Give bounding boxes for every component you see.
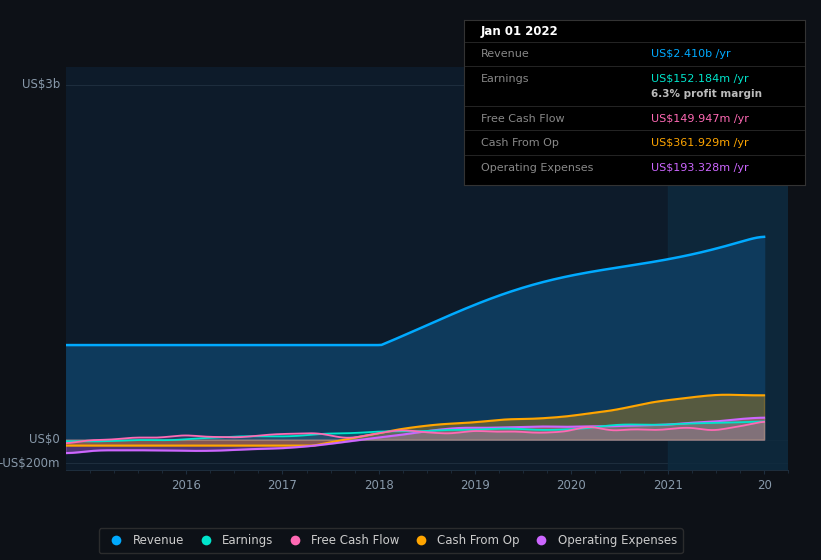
Legend: Revenue, Earnings, Free Cash Flow, Cash From Op, Operating Expenses: Revenue, Earnings, Free Cash Flow, Cash …: [99, 529, 683, 553]
Bar: [667, 67, 793, 470]
Text: US$149.947m /yr: US$149.947m /yr: [651, 114, 749, 124]
Text: US$152.184m /yr: US$152.184m /yr: [651, 74, 749, 84]
Text: Jan 01 2022: Jan 01 2022: [481, 25, 558, 38]
Text: Operating Expenses: Operating Expenses: [481, 164, 594, 173]
Text: Earnings: Earnings: [481, 74, 530, 84]
Text: US$2.410b /yr: US$2.410b /yr: [651, 49, 731, 59]
Text: US$193.328m /yr: US$193.328m /yr: [651, 164, 749, 173]
Text: Revenue: Revenue: [481, 49, 530, 59]
Text: 6.3% profit margin: 6.3% profit margin: [651, 89, 762, 99]
Text: Free Cash Flow: Free Cash Flow: [481, 114, 565, 124]
Text: US$361.929m /yr: US$361.929m /yr: [651, 138, 749, 148]
Text: Cash From Op: Cash From Op: [481, 138, 559, 148]
